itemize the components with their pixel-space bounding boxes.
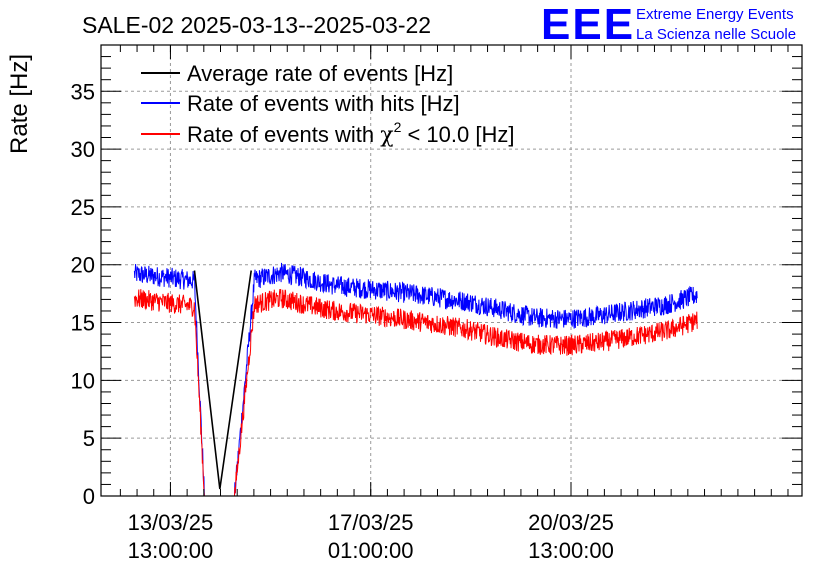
legend: Average rate of events [Hz] Rate of even… xyxy=(141,61,514,148)
y-tick-label: 30 xyxy=(71,137,95,162)
x-tick-time: 13:00:00 xyxy=(128,538,214,563)
x-tick-date: 17/03/25 xyxy=(328,510,414,535)
org-name: Extreme Energy Events xyxy=(636,6,794,23)
y-tick-label: 25 xyxy=(71,195,95,220)
plot-frame xyxy=(100,44,803,497)
eee-logo: EEE xyxy=(541,0,635,49)
x-tick-date: 20/03/25 xyxy=(528,510,614,535)
org-subtitle: La Scienza nelle Scuole xyxy=(636,26,796,43)
x-tick-labels: 13/03/25 13:00:00 17/03/25 01:00:00 20/03/25… xyxy=(128,510,614,563)
x-tick-time: 13:00:00 xyxy=(528,538,614,563)
y-tick-label: 0 xyxy=(83,484,95,509)
y-tick-label: 5 xyxy=(83,426,95,451)
series-group xyxy=(133,262,698,497)
y-tick-labels: 0 5 10 15 20 25 30 35 xyxy=(71,79,95,509)
series-line-average xyxy=(193,270,253,490)
legend-label-chi2: Rate of events with χ2 < 10.0 [Hz] xyxy=(187,119,514,148)
x-tick-time: 01:00:00 xyxy=(328,538,414,563)
y-tick-label: 15 xyxy=(71,311,95,336)
legend-label-hits: Rate of events with hits [Hz] xyxy=(187,91,460,116)
axis-ticks xyxy=(101,44,802,497)
series-line-hits xyxy=(133,262,698,497)
legend-label-average: Average rate of events [Hz] xyxy=(187,61,453,86)
x-tick-date: 13/03/25 xyxy=(128,510,214,535)
y-tick-label: 35 xyxy=(71,79,95,104)
y-axis-label: Rate [Hz] xyxy=(6,54,33,154)
chart-title: SALE-02 2025-03-13--2025-03-22 xyxy=(82,12,431,38)
y-tick-label: 10 xyxy=(71,368,95,393)
y-tick-label: 20 xyxy=(71,253,95,278)
